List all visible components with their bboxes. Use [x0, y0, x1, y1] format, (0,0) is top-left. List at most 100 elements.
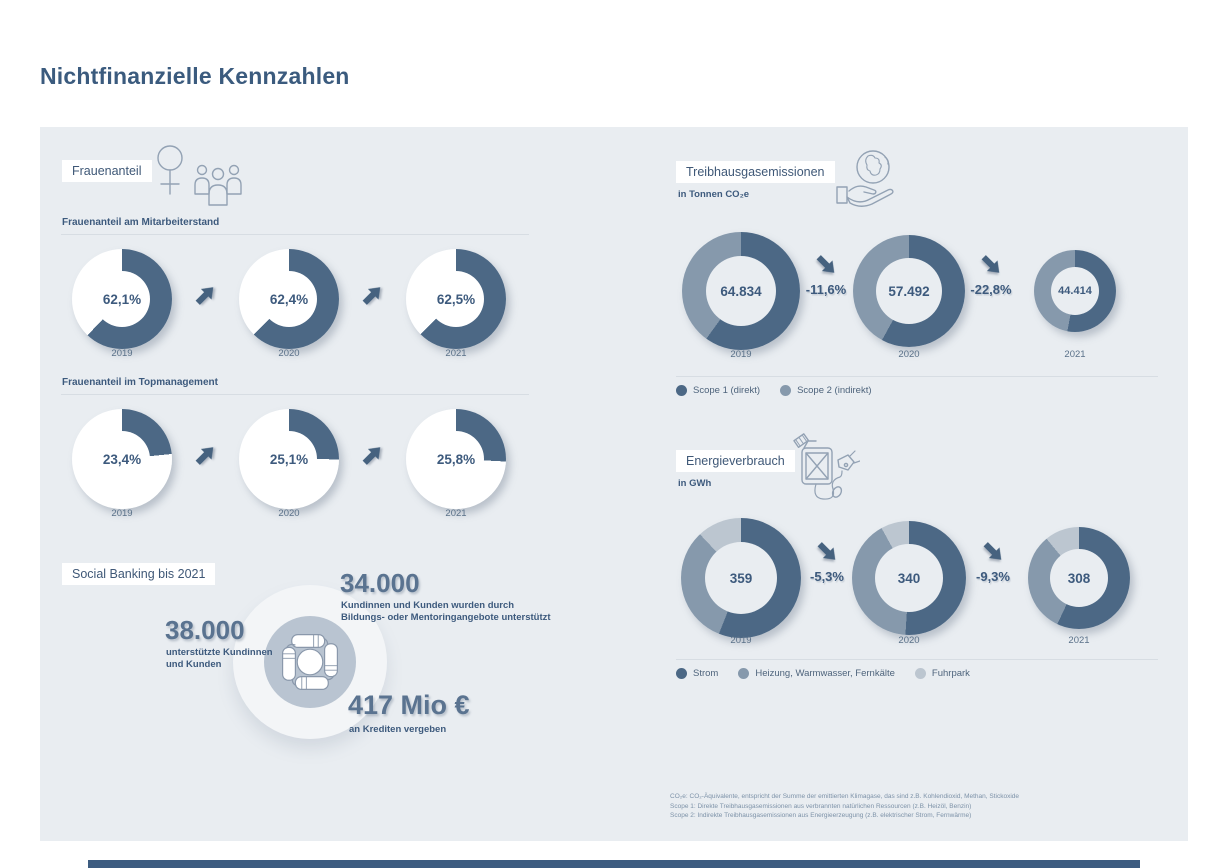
legend-item-heizung: Heizung, Warmwasser, Fernkälte — [738, 668, 895, 679]
legend-label: Heizung, Warmwasser, Fernkälte — [755, 668, 895, 679]
donut-energie-2020: 340 — [852, 521, 966, 635]
hands-together-icon — [282, 634, 338, 690]
legend-label: Scope 2 (indirekt) — [797, 385, 872, 396]
donut-value: 62,4% — [269, 291, 309, 307]
year-label: 2019 — [111, 348, 133, 359]
energie-unit-label: in GWh — [678, 478, 712, 489]
hand-holding-globe-icon — [836, 150, 894, 207]
footnotes: CO₂e: CO₂-Äquivalente, entspricht der Su… — [670, 792, 1210, 821]
donut-mitarbeiterstand-2019: 62,1% — [72, 249, 172, 349]
donut-energie-2021: 308 — [1028, 527, 1130, 629]
donut-hole: 62,4% — [261, 271, 317, 327]
year-label: 2020 — [898, 635, 920, 646]
footer-bar — [88, 860, 1140, 868]
divider — [676, 659, 1158, 660]
donut-hole: 359 — [705, 542, 777, 614]
year-label: 2021 — [1064, 349, 1086, 360]
donut-hole: 308 — [1050, 549, 1108, 607]
legend-dot — [676, 668, 687, 679]
ghg-legend: Scope 1 (direkt) Scope 2 (indirekt) — [676, 385, 872, 396]
donut-value: 25,8% — [436, 451, 476, 467]
donut-value: 340 — [897, 570, 921, 586]
energie-legend: Strom Heizung, Warmwasser, Fernkälte Fuh… — [676, 668, 970, 679]
people-group-icon — [194, 164, 242, 206]
year-label: 2019 — [111, 508, 133, 519]
donut-hole: 57.492 — [876, 258, 942, 324]
donut-mitarbeiterstand-2021: 62,5% — [406, 249, 506, 349]
trend-down-arrow-icon — [814, 538, 841, 566]
legend-dot — [738, 668, 750, 679]
female-symbol-icon — [157, 145, 183, 195]
trend-down-arrow-icon — [813, 251, 840, 279]
donut-hole: 340 — [875, 544, 943, 612]
donut-topmanagement-2020: 25,1% — [239, 409, 339, 509]
donut-hole: 44.414 — [1051, 267, 1099, 315]
donut-value: 23,4% — [102, 451, 142, 467]
donut-hole: 62,5% — [428, 271, 484, 327]
legend-label: Strom — [693, 668, 719, 679]
legend-dot — [676, 385, 687, 396]
change-percent: -5,3% — [810, 569, 844, 584]
donut-hole: 23,4% — [94, 431, 150, 487]
legend-label: Scope 1 (direkt) — [693, 385, 761, 396]
footnote-scope1: Scope 1: Direkte Treibhausgasemissionen … — [670, 802, 972, 810]
donut-hole: 25,8% — [428, 431, 484, 487]
donut-hole: 62,1% — [94, 271, 150, 327]
trend-up-arrow-icon — [192, 441, 219, 469]
donut-mitarbeiterstand-2020: 62,4% — [239, 249, 339, 349]
donut-energie-2019: 359 — [681, 518, 801, 638]
legend-item-fuhrpark: Fuhrpark — [914, 668, 970, 679]
year-label: 2019 — [730, 349, 752, 360]
stat-caption-38000: unterstützte Kundinnen und Kunden — [166, 647, 273, 670]
donut-ghg-2020: 57.492 — [853, 235, 965, 347]
social-banking-inner-circle — [264, 616, 356, 708]
donut-ghg-2021: 44.414 — [1034, 250, 1116, 332]
donut-ghg-2019: 64.834 — [682, 232, 800, 350]
change-percent: -22,8% — [970, 282, 1012, 297]
divider — [676, 376, 1158, 377]
divider — [61, 234, 529, 235]
change-percent: -11,6% — [805, 282, 847, 297]
page-title: Nichtfinanzielle Kennzahlen — [40, 63, 350, 89]
divider — [61, 394, 529, 395]
legend-item-scope1: Scope 1 (direkt) — [676, 385, 760, 396]
trend-down-arrow-icon — [978, 251, 1005, 279]
legend-dot — [780, 385, 792, 396]
fuel-can-and-plug-icon — [793, 433, 860, 500]
treibhausgas-section-label: Treibhausgasemissionen — [676, 161, 835, 183]
legend-dot — [914, 668, 926, 679]
donut-value: 62,1% — [102, 291, 142, 307]
energie-section-label: Energieverbrauch — [676, 450, 795, 472]
stat-value-417mio: 417 Mio € — [348, 690, 470, 720]
year-label: 2020 — [278, 508, 300, 519]
donut-value: 64.834 — [720, 283, 762, 299]
social-banking-section-label: Social Banking bis 2021 — [62, 563, 216, 585]
donut-topmanagement-2019: 23,4% — [72, 409, 172, 509]
donut-topmanagement-2021: 25,8% — [406, 409, 506, 509]
legend-label: Fuhrpark — [931, 668, 970, 679]
donut-value: 44.414 — [1058, 285, 1092, 297]
year-label: 2021 — [445, 508, 467, 519]
treibhausgas-unit-label: in Tonnen CO₂e — [678, 189, 750, 200]
year-label: 2020 — [278, 348, 300, 359]
year-label: 2021 — [445, 348, 467, 359]
donut-value: 57.492 — [888, 283, 930, 299]
donut-hole: 64.834 — [706, 256, 776, 326]
year-label: 2020 — [898, 349, 920, 360]
legend-item-scope2: Scope 2 (indirekt) — [780, 385, 872, 396]
change-percent: -9,3% — [976, 569, 1010, 584]
donut-value: 359 — [729, 570, 753, 586]
donut-value: 62,5% — [436, 291, 476, 307]
stat-value-38000: 38.000 — [165, 615, 245, 645]
trend-up-arrow-icon — [192, 281, 219, 309]
footnote-scope2: Scope 2: Indirekte Treibhausgasemissione… — [670, 812, 972, 819]
trend-up-arrow-icon — [359, 281, 386, 309]
stat-value-34000: 34.000 — [340, 568, 420, 598]
year-label: 2021 — [1068, 635, 1090, 646]
stat-caption-34000: Kundinnen und Kunden wurden durch Bildun… — [341, 600, 551, 623]
trend-up-arrow-icon — [359, 441, 386, 469]
year-label: 2019 — [730, 635, 752, 646]
legend-item-strom: Strom — [676, 668, 718, 679]
trend-down-arrow-icon — [980, 538, 1007, 566]
